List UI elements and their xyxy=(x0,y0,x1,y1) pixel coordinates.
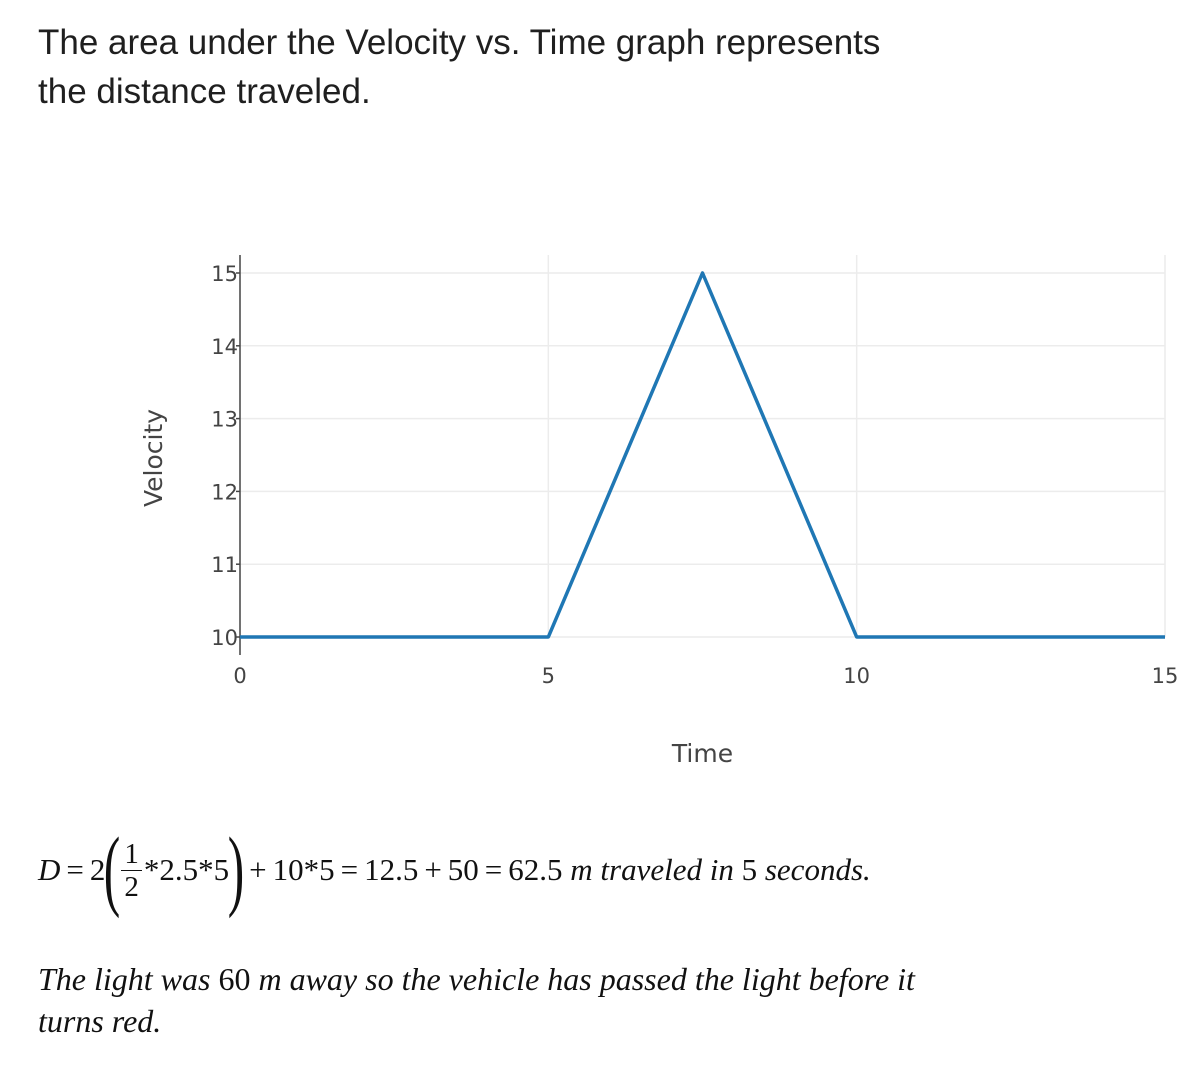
x-tick-label: 0 xyxy=(233,664,246,688)
fraction-denominator: 2 xyxy=(124,870,139,903)
y-tick-label: 14 xyxy=(211,335,238,359)
conclusion-pre: The light was xyxy=(38,961,211,997)
conclusion-distance: 60 xyxy=(218,961,251,997)
x-tick-label: 5 xyxy=(542,664,555,688)
y-tick-label: 13 xyxy=(211,408,238,432)
grid-lines xyxy=(240,255,1166,638)
x-tick-label: 15 xyxy=(1152,664,1179,688)
fraction-one-half: 1 2 xyxy=(121,839,142,902)
formula-equals: = xyxy=(66,852,84,887)
y-tick-label: 10 xyxy=(211,626,238,650)
conclusion-text: The light was 60 m away so the vehicle h… xyxy=(38,958,988,1042)
formula-result: 62.5 xyxy=(508,852,563,887)
formula-lhs: D xyxy=(38,852,61,887)
y-tick-label: 11 xyxy=(211,553,238,577)
formula-unit-text: m traveled in xyxy=(570,852,734,887)
right-paren: ) xyxy=(227,820,245,919)
formula-value-1: 12.5 xyxy=(364,852,419,887)
left-paren: ( xyxy=(104,820,121,919)
y-tick-label: 12 xyxy=(211,480,238,504)
distance-formula: D = 2 ( 1 2 *2.5*5 ) + 10*5 = 12.5 + 50 … xyxy=(38,822,871,918)
velocity-series-line xyxy=(240,271,1165,639)
y-axis-label: Velocity xyxy=(139,409,168,507)
x-axis-label: Time xyxy=(671,739,733,768)
formula-plus-1: + xyxy=(249,852,267,887)
conclusion-post: m away so the vehicle has passed the lig… xyxy=(38,961,915,1039)
formula-inner-product: *2.5*5 xyxy=(143,852,230,887)
formula-plus-2: + xyxy=(424,852,442,887)
formula-seconds-word: seconds. xyxy=(764,852,871,887)
velocity-time-chart: 0 5 10 15 10 11 12 13 14 15 Time Velocity xyxy=(139,255,1178,768)
intro-text: The area under the Velocity vs. Time gra… xyxy=(38,23,881,111)
formula-value-2: 50 xyxy=(447,852,479,887)
x-tick-label: 10 xyxy=(843,664,870,688)
formula-term-2: 10*5 xyxy=(272,852,335,887)
y-tick-label: 15 xyxy=(211,262,238,286)
tick-labels: 0 5 10 15 10 11 12 13 14 15 xyxy=(211,262,1178,688)
formula-seconds-value: 5 xyxy=(741,852,758,887)
formula-equals-2: = xyxy=(340,852,359,887)
formula-coefficient: 2 xyxy=(89,852,106,887)
axes xyxy=(236,255,241,655)
formula-equals-3: = xyxy=(484,852,503,887)
fraction-numerator: 1 xyxy=(121,839,142,871)
series-layer xyxy=(240,271,1165,639)
